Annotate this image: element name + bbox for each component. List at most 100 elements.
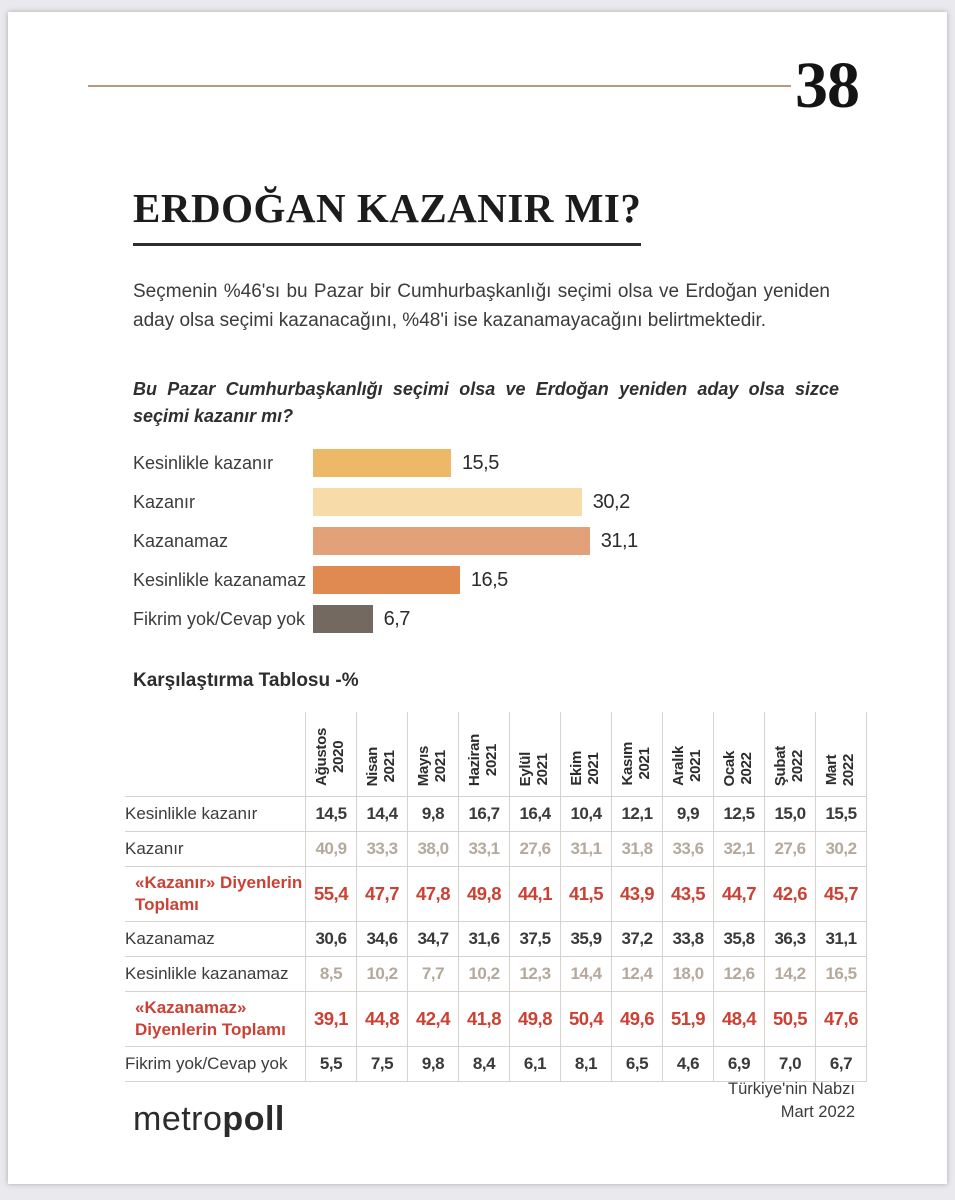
page-header: 38: [88, 49, 860, 122]
bar-row: Kazanamaz 31,1: [133, 527, 638, 555]
column-header: Ekim 2021: [560, 712, 612, 797]
value-cell: 44,7: [713, 865, 765, 922]
value-cell: 42,6: [764, 865, 816, 922]
value-cell: 10,4: [560, 796, 612, 832]
bar-value-label: 6,7: [383, 607, 411, 630]
value-cell: 15,0: [764, 796, 816, 832]
row-label: Kesinlikle kazanır: [125, 796, 306, 832]
table-corner-cell: [125, 712, 306, 797]
value-cell: 44,1: [509, 865, 561, 922]
column-header: Aralık 2021: [662, 712, 714, 797]
column-header-label: Aralık 2021: [670, 746, 704, 786]
brand-metro: metro: [133, 1100, 223, 1138]
value-cell: 49,8: [458, 865, 510, 922]
value-cell: 16,5: [815, 956, 867, 992]
bar-row: Kesinlikle kazanamaz 16,5: [133, 566, 638, 594]
value-cell: 34,6: [356, 921, 408, 957]
value-cell: 4,6: [662, 1046, 714, 1083]
table-header-row: Ağustos 2020 Nisan 2021 Mayıs 2021 Haziran 2021…: [125, 712, 867, 797]
column-header-label: Ocak 2022: [721, 750, 755, 787]
row-label: Kesinlikle kazanamaz: [125, 956, 306, 992]
value-cell: 38,0: [407, 831, 459, 867]
report-date: Mart 2022: [780, 1103, 855, 1122]
value-cell: 7,5: [356, 1046, 408, 1083]
table-row: Kazanamaz 30,6 34,6 34,7 31,6 37,5 35,9 37,2 33,…: [125, 921, 867, 957]
value-cell: 33,1: [458, 831, 510, 867]
value-cell: 33,8: [662, 921, 714, 957]
value-cell: 12,4: [611, 956, 663, 992]
bar-segment: [313, 488, 582, 516]
value-cell: 5,5: [305, 1046, 357, 1083]
value-cell: 37,5: [509, 921, 561, 957]
value-cell: 49,8: [509, 991, 561, 1047]
value-cell: 16,7: [458, 796, 510, 832]
table-row: «Kazanamaz» Diyenlerin Toplamı 39,1 44,8 42…: [125, 991, 867, 1047]
value-cell: 12,5: [713, 796, 765, 832]
value-cell: 34,7: [407, 921, 459, 957]
comparison-table: Ağustos 2020 Nisan 2021 Mayıs 2021 Haziran 2021…: [125, 712, 867, 1083]
column-header-label: Eylül 2021: [517, 751, 551, 786]
value-cell: 8,5: [305, 956, 357, 992]
bar-row: Kesinlikle kazanır 15,5: [133, 449, 638, 477]
bar-value-label: 15,5: [461, 451, 499, 474]
value-cell: 14,5: [305, 796, 357, 832]
row-label: Kazanamaz: [125, 921, 306, 957]
comparison-table-title: Karşılaştırma Tablosu -%: [133, 670, 359, 691]
column-header: Ağustos 2020: [305, 712, 357, 797]
column-header: Mart 2022: [815, 712, 867, 797]
table-row: Fikrim yok/Cevap yok 5,5 7,5 9,8 8,4 6,1 8,1 6,…: [125, 1046, 867, 1083]
value-cell: 35,9: [560, 921, 612, 957]
value-cell: 12,6: [713, 956, 765, 992]
value-cell: 31,8: [611, 831, 663, 867]
value-cell: 30,2: [815, 831, 867, 867]
column-header-label: Nisan 2021: [364, 746, 398, 786]
value-cell: 47,8: [407, 865, 459, 922]
value-cell: 47,6: [815, 991, 867, 1047]
value-cell: 30,6: [305, 921, 357, 957]
row-label: Fikrim yok/Cevap yok: [125, 1046, 306, 1083]
value-cell: 50,4: [560, 991, 612, 1047]
response-bar-chart: Kesinlikle kazanır 15,5 Kazanır 30,2 Kazanam…: [133, 449, 638, 633]
page-number: 38: [795, 49, 860, 122]
metropoll-logo: metropoll: [133, 1100, 285, 1139]
brand-poll: poll: [222, 1100, 285, 1138]
value-cell: 33,6: [662, 831, 714, 867]
value-cell: 35,8: [713, 921, 765, 957]
column-header-label: Kasım 2021: [619, 742, 653, 786]
bar-row: Kazanır 30,2: [133, 488, 638, 516]
value-cell: 48,4: [713, 991, 765, 1047]
value-cell: 40,9: [305, 831, 357, 867]
value-cell: 10,2: [458, 956, 510, 992]
value-cell: 47,7: [356, 865, 408, 922]
value-cell: 16,4: [509, 796, 561, 832]
value-cell: 7,0: [764, 1046, 816, 1083]
column-header: Nisan 2021: [356, 712, 408, 797]
column-header-label: Şubat 2022: [772, 745, 806, 786]
header-rule: [88, 85, 791, 87]
value-cell: 51,9: [662, 991, 714, 1047]
value-cell: 14,2: [764, 956, 816, 992]
bar-segment: [313, 527, 590, 555]
table-row: Kazanır 40,9 33,3 38,0 33,1 27,6 31,1 31,8 33,6 3…: [125, 831, 867, 867]
row-label: Kazanır: [125, 831, 306, 867]
bar-segment: [313, 566, 460, 594]
bar-category-label: Kesinlikle kazanır: [133, 452, 274, 473]
value-cell: 8,4: [458, 1046, 510, 1083]
value-cell: 49,6: [611, 991, 663, 1047]
report-info: Türkiye'nin Nabzı Mart 2022: [728, 1078, 855, 1124]
value-cell: 9,8: [407, 796, 459, 832]
column-header-label: Mart 2022: [823, 753, 857, 786]
value-cell: 45,7: [815, 865, 867, 922]
summary-text: Seçmenin %46'sı bu Pazar bir Cumhurbaşka…: [133, 281, 830, 331]
value-cell: 42,4: [407, 991, 459, 1047]
value-cell: 12,1: [611, 796, 663, 832]
bar-value-label: 31,1: [600, 529, 638, 552]
column-header-label: Ekim 2021: [568, 751, 602, 786]
value-cell: 31,1: [815, 921, 867, 957]
value-cell: 6,7: [815, 1046, 867, 1083]
value-cell: 44,8: [356, 991, 408, 1047]
value-cell: 36,3: [764, 921, 816, 957]
value-cell: 43,5: [662, 865, 714, 922]
value-cell: 43,9: [611, 865, 663, 922]
value-cell: 12,3: [509, 956, 561, 992]
